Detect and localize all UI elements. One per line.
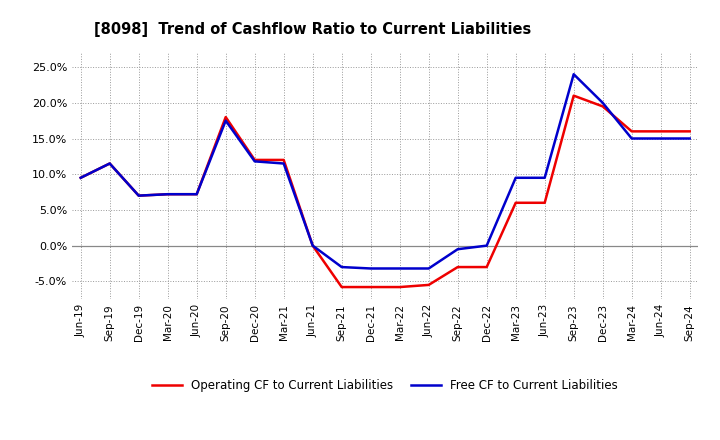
Line: Free CF to Current Liabilities: Free CF to Current Liabilities (81, 74, 690, 268)
Operating CF to Current Liabilities (221, 114, 230, 120)
Free CF to Current Liabilities (657, 136, 665, 141)
Operating CF to Current Liabilities (308, 243, 317, 248)
Free CF to Current Liabilities (135, 193, 143, 198)
Free CF to Current Liabilities (366, 266, 375, 271)
Operating CF to Current Liabilities (192, 191, 201, 197)
Free CF to Current Liabilities (598, 100, 607, 106)
Free CF to Current Liabilities (395, 266, 404, 271)
Free CF to Current Liabilities (454, 246, 462, 252)
Operating CF to Current Liabilities (685, 129, 694, 134)
Line: Operating CF to Current Liabilities: Operating CF to Current Liabilities (81, 95, 690, 287)
Operating CF to Current Liabilities (338, 284, 346, 290)
Free CF to Current Liabilities (76, 175, 85, 180)
Operating CF to Current Liabilities (454, 264, 462, 270)
Operating CF to Current Liabilities (76, 175, 85, 180)
Operating CF to Current Liabilities (511, 200, 520, 205)
Free CF to Current Liabilities (570, 72, 578, 77)
Free CF to Current Liabilities (338, 264, 346, 270)
Operating CF to Current Liabilities (279, 157, 288, 162)
Free CF to Current Liabilities (221, 118, 230, 123)
Free CF to Current Liabilities (192, 191, 201, 197)
Operating CF to Current Liabilities (598, 104, 607, 109)
Operating CF to Current Liabilities (366, 284, 375, 290)
Free CF to Current Liabilities (511, 175, 520, 180)
Free CF to Current Liabilities (627, 136, 636, 141)
Free CF to Current Liabilities (482, 243, 491, 248)
Operating CF to Current Liabilities (251, 157, 259, 162)
Operating CF to Current Liabilities (657, 129, 665, 134)
Free CF to Current Liabilities (105, 161, 114, 166)
Legend: Operating CF to Current Liabilities, Free CF to Current Liabilities: Operating CF to Current Liabilities, Fre… (148, 374, 623, 397)
Operating CF to Current Liabilities (570, 93, 578, 98)
Operating CF to Current Liabilities (424, 282, 433, 288)
Free CF to Current Liabilities (251, 159, 259, 164)
Free CF to Current Liabilities (308, 243, 317, 248)
Operating CF to Current Liabilities (135, 193, 143, 198)
Free CF to Current Liabilities (424, 266, 433, 271)
Operating CF to Current Liabilities (105, 161, 114, 166)
Operating CF to Current Liabilities (395, 284, 404, 290)
Text: [8098]  Trend of Cashflow Ratio to Current Liabilities: [8098] Trend of Cashflow Ratio to Curren… (94, 22, 531, 37)
Free CF to Current Liabilities (279, 161, 288, 166)
Free CF to Current Liabilities (541, 175, 549, 180)
Operating CF to Current Liabilities (627, 129, 636, 134)
Operating CF to Current Liabilities (482, 264, 491, 270)
Free CF to Current Liabilities (163, 191, 172, 197)
Operating CF to Current Liabilities (541, 200, 549, 205)
Operating CF to Current Liabilities (163, 191, 172, 197)
Free CF to Current Liabilities (685, 136, 694, 141)
